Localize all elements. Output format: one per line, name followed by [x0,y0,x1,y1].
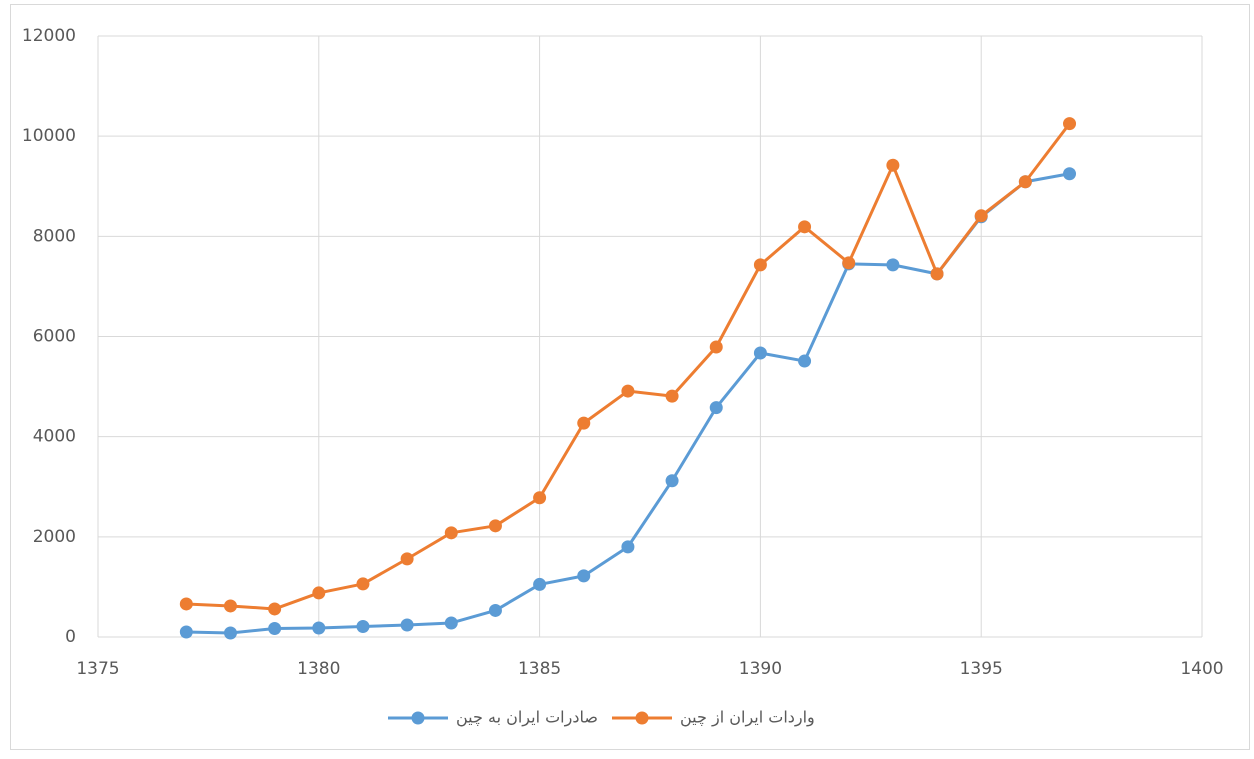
legend-label: واردات ایران از چین [680,708,815,728]
y-tick-label: 10000 [22,126,76,146]
data-point [312,586,326,600]
data-point [444,616,458,630]
x-tick-label: 1400 [1180,659,1223,679]
data-point [179,597,193,611]
data-point [179,625,193,639]
data-point [356,619,370,633]
data-point [533,491,547,505]
data-point [223,599,237,613]
data-point [577,569,591,583]
data-point [886,258,900,272]
data-point [621,384,635,398]
y-tick-label: 0 [65,627,76,647]
data-point [930,267,944,281]
y-tick-label: 2000 [33,527,76,547]
data-point [753,258,767,272]
legend-label: صادرات ایران به چین [456,708,598,728]
legend-marker [411,711,425,725]
y-tick-label: 4000 [33,427,76,447]
x-tick-label: 1375 [76,659,119,679]
x-tick-label: 1395 [960,659,1003,679]
data-point [533,577,547,591]
data-point [268,621,282,635]
data-point [488,519,502,533]
y-tick-label: 6000 [33,327,76,347]
data-point [488,603,502,617]
data-point [621,540,635,554]
data-point [312,621,326,635]
x-tick-label: 1385 [518,659,561,679]
data-point [709,401,723,415]
x-tick-label: 1380 [297,659,340,679]
data-point [400,618,414,632]
data-point [798,220,812,234]
data-point [665,474,679,488]
y-tick-label: 12000 [22,26,76,46]
data-point [223,626,237,640]
data-point [665,389,679,403]
data-point [444,526,458,540]
legend-marker [635,711,649,725]
data-point [886,158,900,172]
data-point [1063,167,1077,181]
data-point [974,209,988,223]
data-point [798,354,812,368]
data-point [753,346,767,360]
data-point [577,416,591,430]
data-point [1063,117,1077,131]
data-point [1018,175,1032,189]
y-tick-label: 8000 [33,226,76,246]
data-point [842,256,856,270]
x-tick-label: 1390 [739,659,782,679]
data-point [268,602,282,616]
chart-border [10,4,1250,750]
data-point [709,340,723,354]
data-point [400,552,414,566]
data-point [356,577,370,591]
